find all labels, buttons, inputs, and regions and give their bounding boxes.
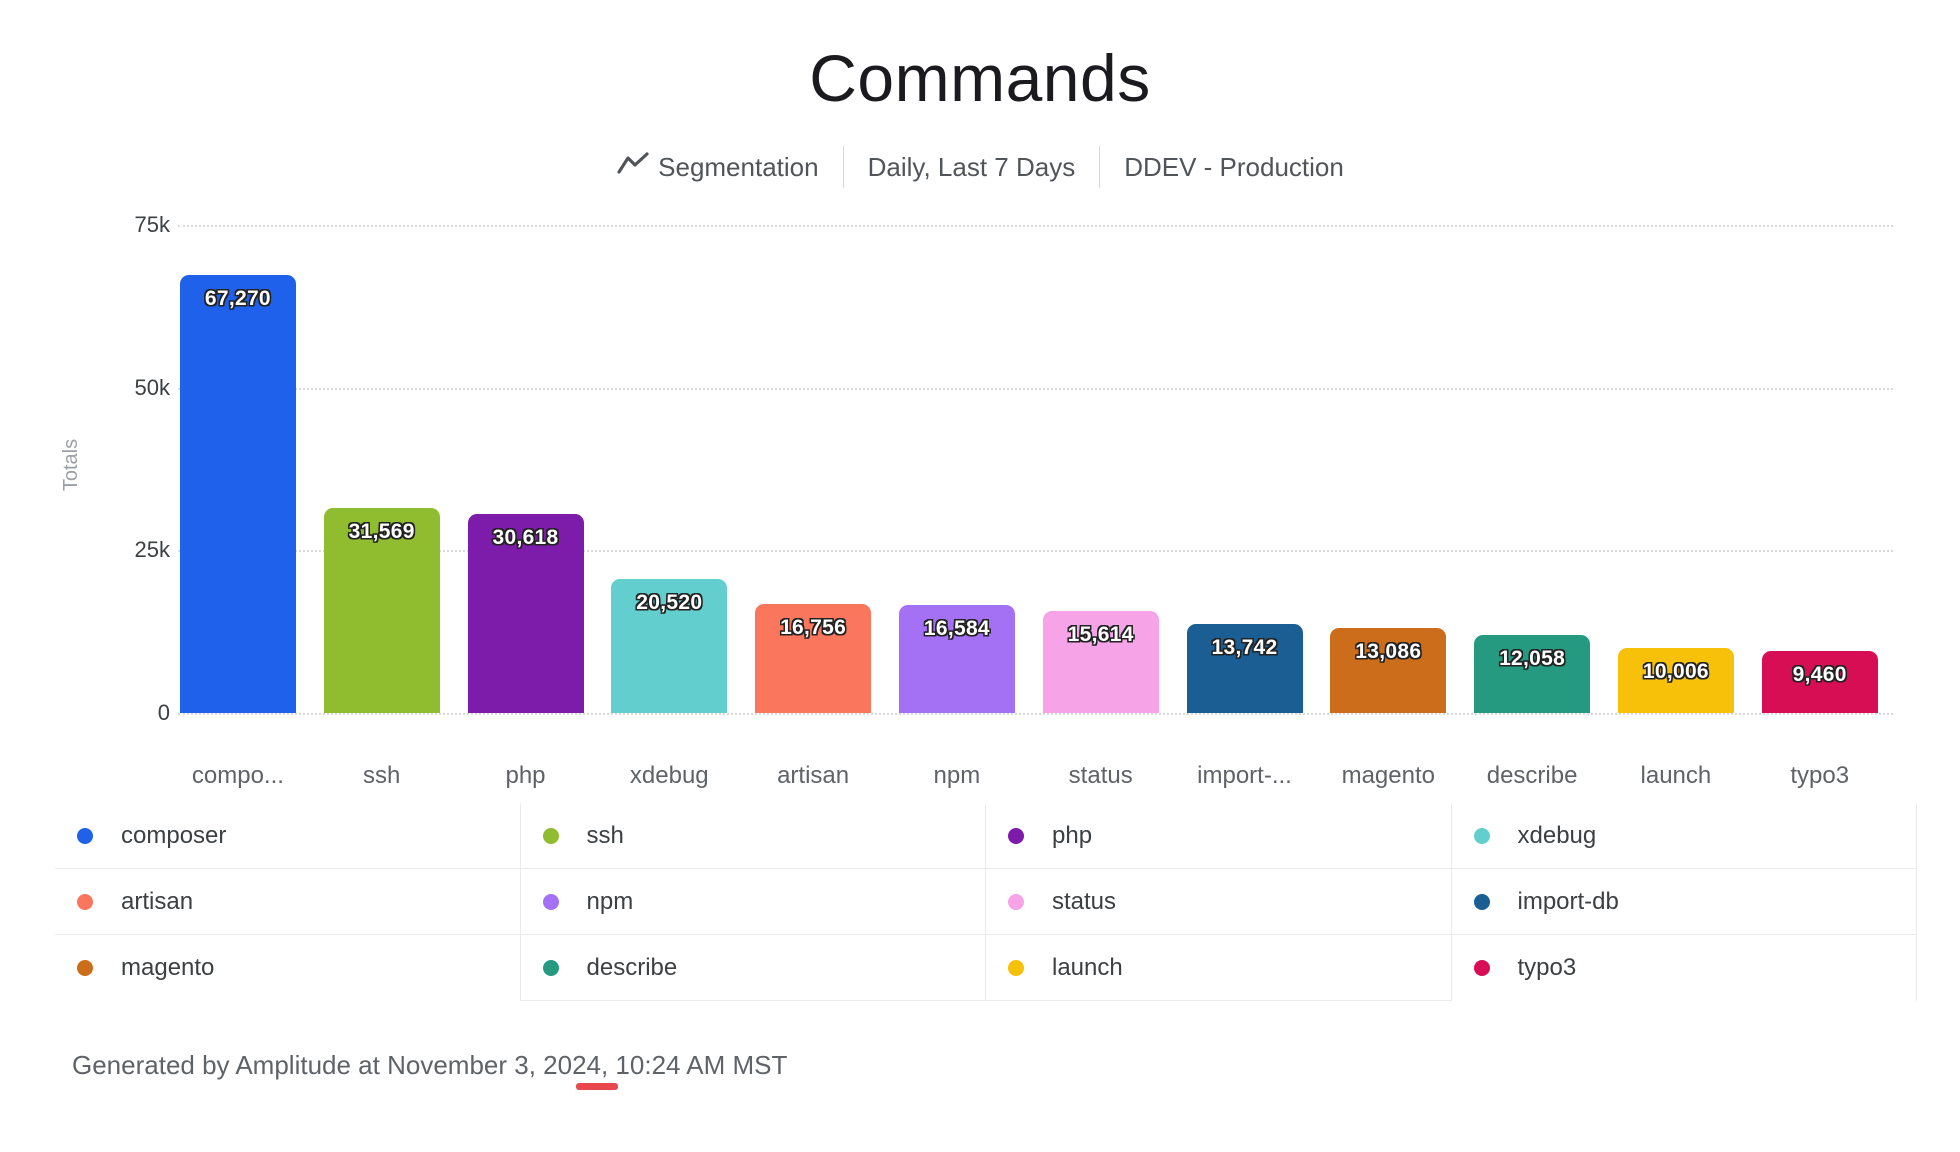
legend-item-typo3[interactable]: typo3 [1451, 935, 1917, 1001]
legend-color-dot [1473, 893, 1490, 910]
gridline-75k [178, 225, 1893, 227]
x-tick-artisan: artisan [777, 762, 850, 789]
legend-item-artisan[interactable]: artisan [55, 869, 521, 935]
bar-php[interactable]: 30,618 [467, 513, 584, 713]
bar-value-label: 16,756 [780, 615, 847, 639]
legend-color-dot [542, 893, 559, 910]
x-tick-launch: launch [1640, 762, 1712, 789]
page-title: Commands [809, 41, 1151, 115]
legend-color-dot [77, 960, 93, 976]
subtitle-divider [842, 146, 844, 188]
legend-color-dot [77, 827, 93, 844]
date-range-label: Daily, Last 7 Days [867, 151, 1076, 182]
chart-legend: composer ssh php xdebug artisan npm status impo… [55, 803, 1917, 1001]
bar-value-label: 13,086 [1355, 639, 1422, 663]
legend-color-dot [1008, 959, 1024, 976]
legend-item-label: magento [121, 954, 215, 981]
bar-status[interactable]: 15,614 [1042, 611, 1159, 713]
legend-item-describe[interactable]: describe [520, 935, 986, 1001]
x-tick-describe: describe [1486, 762, 1578, 789]
gridline-0 [178, 713, 1893, 715]
bar-ssh[interactable]: 31,569 [323, 507, 440, 713]
chart-subtitle-bar: Segmentation Daily, Last 7 Days DDEV - P… [0, 146, 1960, 188]
legend-color-dot [542, 827, 559, 844]
legend-item-label: npm [586, 887, 634, 915]
x-tick-ssh: ssh [363, 762, 401, 789]
project-label: DDEV - Production [1124, 151, 1344, 182]
bar-xdebug[interactable]: 20,520 [611, 579, 728, 713]
legend-item-import-db[interactable]: import-db [1451, 869, 1917, 935]
legend-item-label: describe [586, 953, 678, 981]
gridline-50k [178, 387, 1893, 390]
legend-item-label: status [1052, 887, 1117, 915]
bar-composer[interactable]: 67,270 [179, 275, 296, 713]
red-underline-mark [576, 1083, 618, 1090]
legend-color-dot [542, 959, 559, 976]
legend-item-npm[interactable]: npm [520, 869, 986, 935]
x-tick-xdebug: xdebug [629, 762, 709, 789]
bar-artisan[interactable]: 16,756 [755, 603, 872, 713]
legend-item-composer[interactable]: composer [55, 803, 521, 869]
legend-item-label: composer [121, 821, 227, 849]
legend-item-xdebug[interactable]: xdebug [1451, 803, 1917, 869]
legend-color-dot [1473, 827, 1490, 844]
legend-item-label: xdebug [1517, 821, 1597, 849]
subtitle-divider [1099, 146, 1101, 188]
y-tick-50k: 50k [134, 374, 170, 400]
bar-value-label: 10,006 [1642, 659, 1709, 683]
bar-value-label: 20,520 [636, 591, 703, 615]
bar-npm[interactable]: 16,584 [898, 605, 1015, 713]
bar-describe[interactable]: 12,058 [1474, 634, 1591, 713]
legend-item-status[interactable]: status [986, 869, 1452, 935]
legend-item-label: ssh [586, 821, 624, 849]
generated-by-footer: Generated by Amplitude at November 3, 20… [72, 1050, 788, 1080]
legend-item-label: php [1052, 821, 1093, 849]
y-tick-25k: 25k [134, 537, 170, 563]
x-tick-npm: npm [933, 762, 981, 789]
bar-value-label: 16,584 [923, 617, 990, 641]
y-tick-75k: 75k [134, 212, 170, 237]
bar-value-label: 31,569 [348, 519, 415, 543]
gridline-25k [178, 550, 1893, 553]
y-tick-0: 0 [157, 700, 170, 725]
legend-color-dot [1473, 960, 1490, 976]
x-tick-magento: magento [1341, 762, 1435, 789]
bar-value-label: 9,460 [1792, 663, 1847, 687]
segmentation-label: Segmentation [658, 151, 819, 182]
bar-import-db[interactable]: 13,742 [1186, 623, 1303, 713]
bar-value-label: 13,742 [1211, 635, 1278, 659]
legend-color-dot [1008, 827, 1024, 844]
bar-value-label: 15,614 [1067, 623, 1134, 647]
segmentation-label-group: Segmentation [616, 150, 819, 185]
x-tick-typo3: typo3 [1790, 762, 1850, 789]
legend-color-dot [1008, 893, 1024, 910]
bar-value-label: 12,058 [1499, 646, 1566, 670]
bar-magento[interactable]: 13,086 [1330, 627, 1447, 713]
legend-item-launch[interactable]: launch [986, 935, 1452, 1001]
legend-item-label: import-db [1517, 887, 1619, 915]
legend-item-php[interactable]: php [986, 803, 1452, 869]
x-tick-composer: compo... [191, 762, 284, 789]
legend-item-magento[interactable]: magento [55, 935, 521, 1001]
legend-item-label: artisan [121, 887, 194, 915]
legend-color-dot [77, 893, 93, 910]
x-tick-status: status [1068, 762, 1133, 789]
x-tick-import-db: import-... [1197, 762, 1292, 789]
x-tick-php: php [505, 762, 546, 789]
legend-item-label: launch [1052, 953, 1123, 981]
bar-value-label: 67,270 [204, 287, 271, 311]
legend-item-ssh[interactable]: ssh [520, 803, 986, 869]
bar-launch[interactable]: 10,006 [1617, 647, 1734, 713]
bar-typo3[interactable]: 9,460 [1761, 651, 1878, 713]
y-axis-title: Totals [60, 438, 82, 492]
bar-value-label: 30,618 [492, 525, 559, 549]
legend-item-label: typo3 [1517, 954, 1577, 981]
segmentation-line-chart-icon [616, 150, 650, 185]
